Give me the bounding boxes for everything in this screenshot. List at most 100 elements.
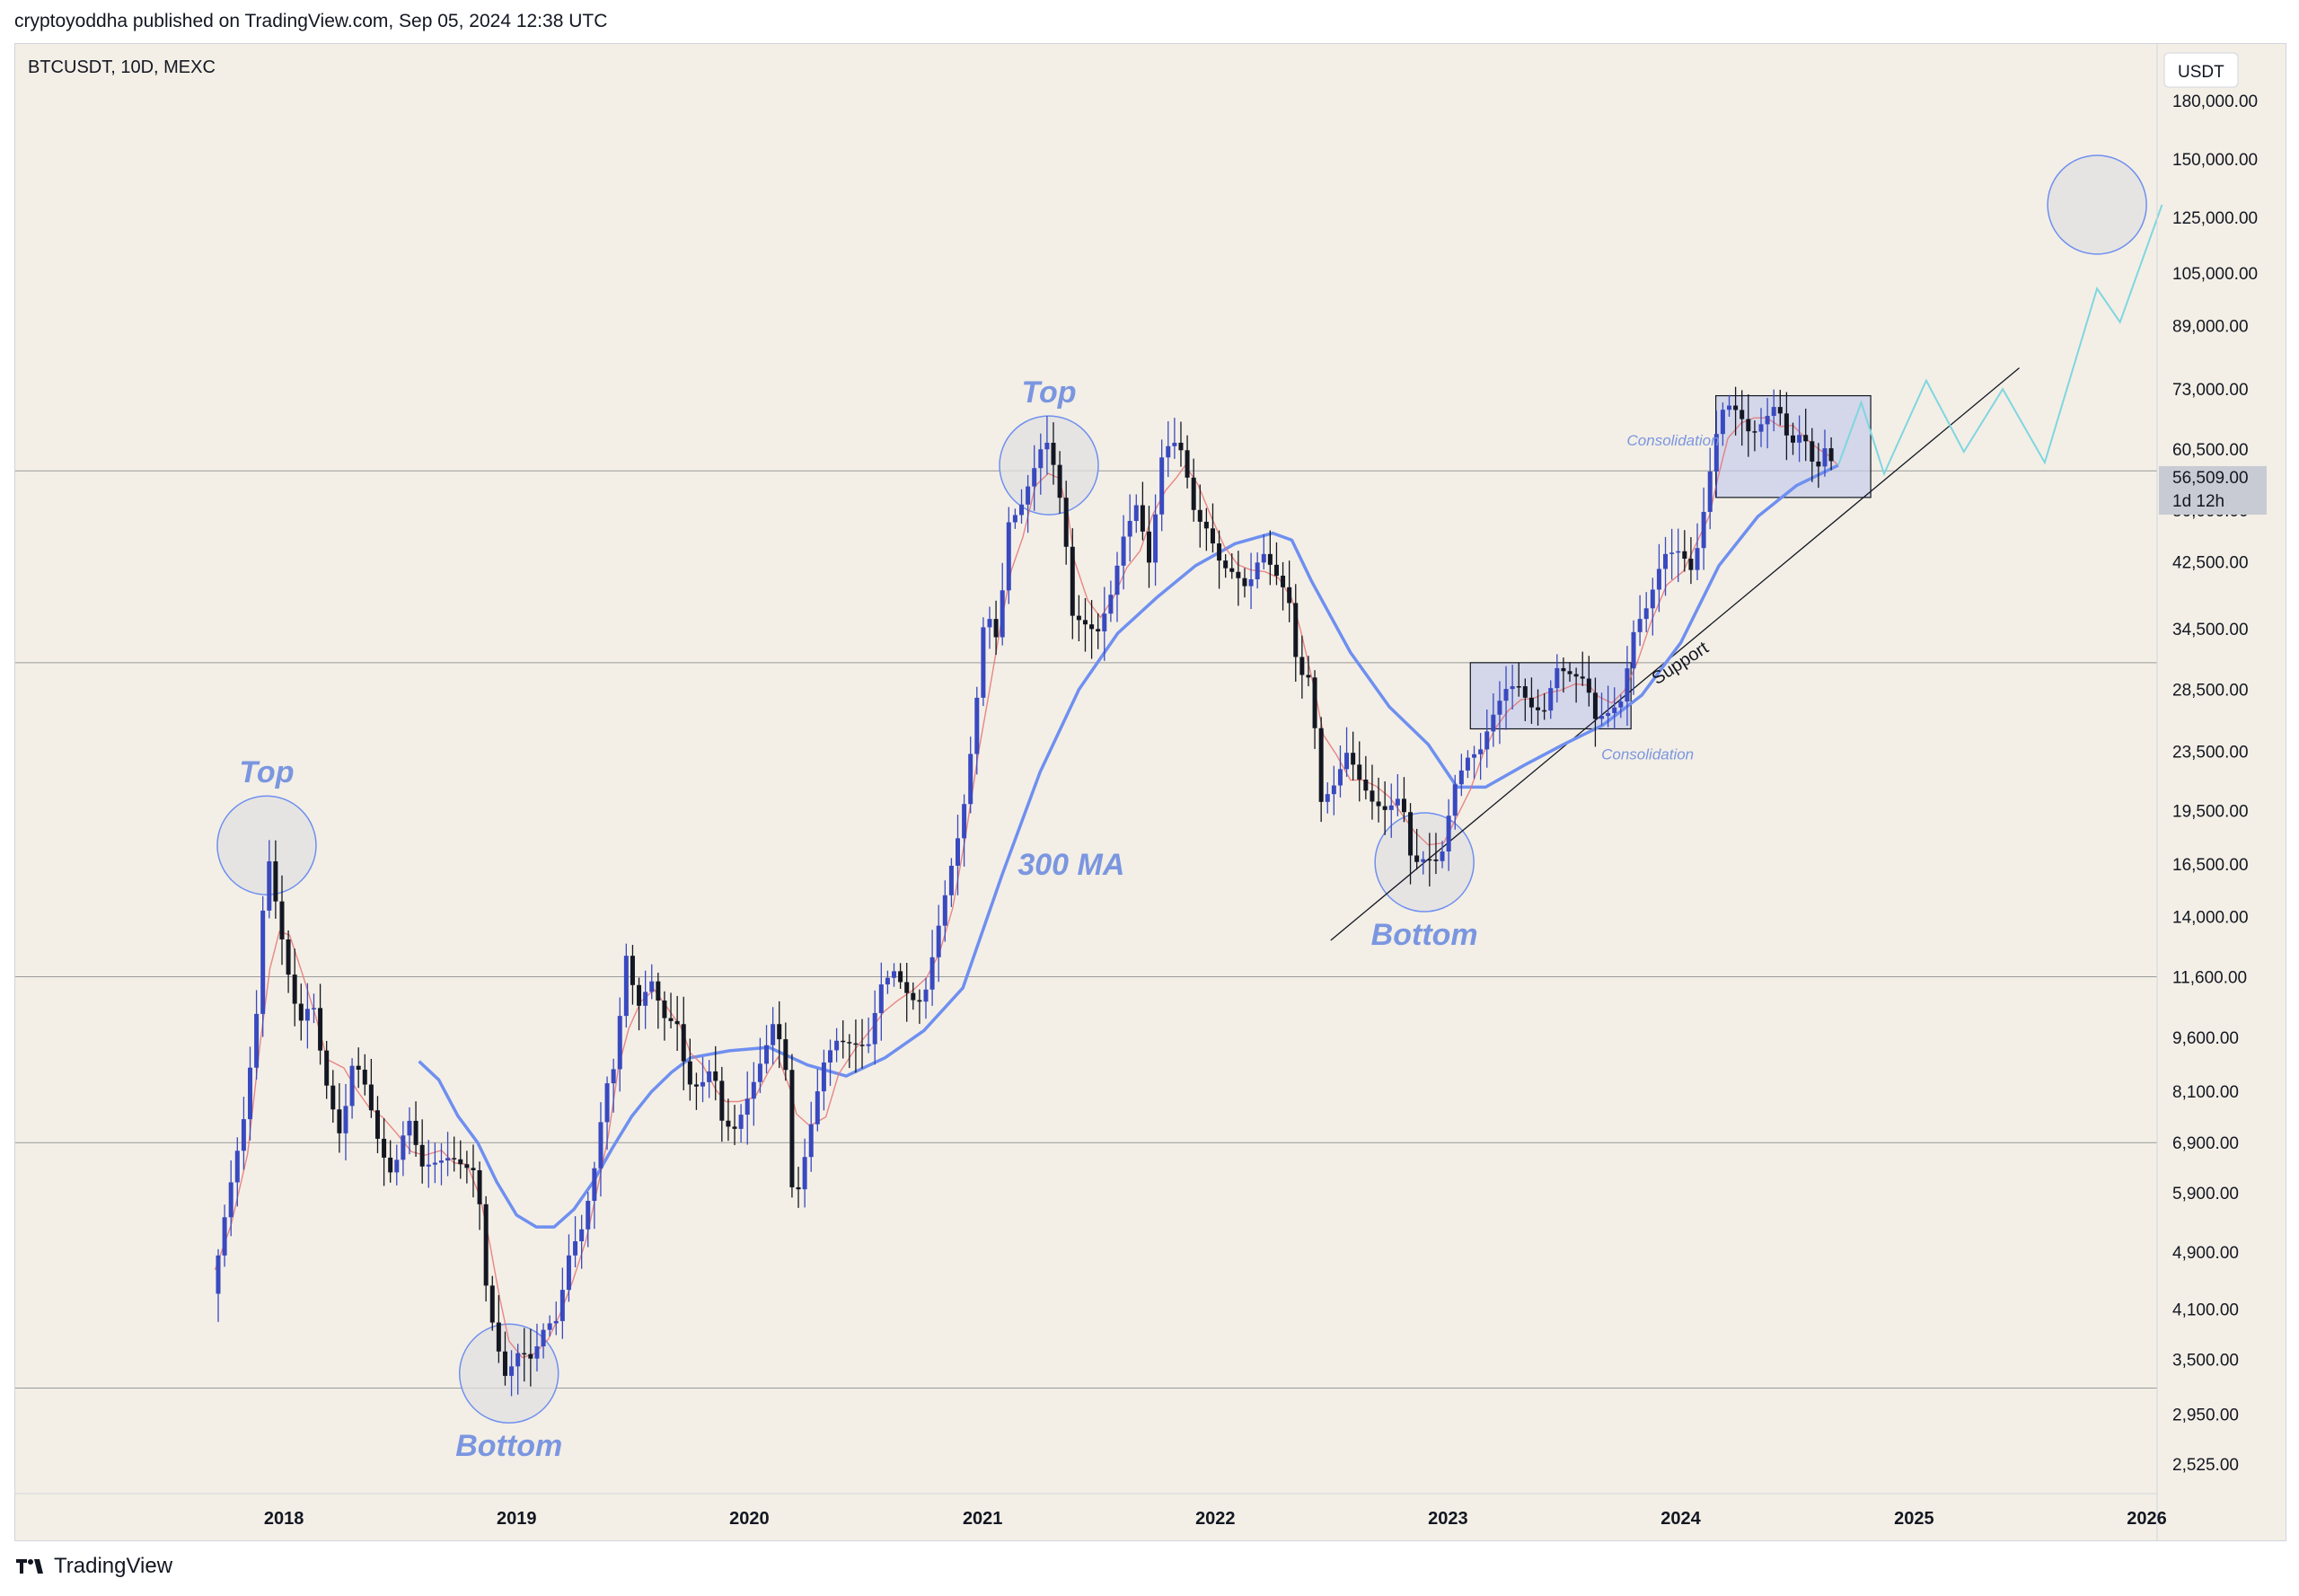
price-tick-label: 125,000.00: [2172, 209, 2258, 228]
candle-body: [1765, 416, 1770, 425]
projection-path: [1837, 204, 2163, 477]
candle-body: [1440, 851, 1445, 861]
candle-body: [929, 957, 935, 990]
candle-body: [974, 697, 980, 754]
candle-body: [693, 1084, 699, 1087]
candle-body: [247, 1067, 252, 1120]
candle-body: [337, 1109, 342, 1133]
candle-body: [700, 1081, 706, 1087]
candle-body: [789, 1070, 795, 1187]
price-axis[interactable]: USDT 180,000.00 150,000.00 125,000.00 105,0…: [2156, 44, 2267, 1540]
publisher-line: cryptoyoddha published on TradingView.co…: [14, 11, 608, 31]
candle-body: [828, 1050, 833, 1063]
bottom-label-2018: Bottom: [455, 1429, 562, 1463]
candle-body: [942, 895, 947, 926]
candle-body: [553, 1320, 559, 1324]
candle-body: [815, 1091, 820, 1124]
candle-body: [656, 981, 661, 1001]
candle-body: [298, 1003, 304, 1021]
footer: TradingView: [16, 1554, 172, 1579]
candle-body: [1478, 749, 1484, 754]
current-price-marker: [2159, 466, 2267, 515]
candle-body: [649, 981, 655, 992]
candle-body: [426, 1164, 431, 1167]
candle-body: [592, 1168, 597, 1202]
candle-body: [1497, 701, 1502, 715]
candle-body: [1376, 801, 1381, 807]
candle-body: [687, 1061, 692, 1085]
candle-body: [413, 1120, 418, 1145]
candle-body: [1395, 798, 1400, 806]
time-axis[interactable]: 2018 2019 2020 2021 2022 2023 2024 2025 2026: [15, 1493, 2167, 1529]
candle-body: [1273, 564, 1279, 576]
candle-body: [1573, 674, 1579, 677]
price-tick-label: 180,000.00: [2172, 93, 2258, 111]
candle-body: [1516, 686, 1521, 688]
candle-body: [1612, 707, 1617, 713]
candle-body: [1261, 553, 1266, 563]
tradingview-logo-icon[interactable]: [16, 1556, 47, 1576]
consolidation-label-2023: Consolidation: [1601, 746, 1694, 763]
candle-body: [1720, 410, 1725, 435]
candle-body: [764, 1045, 770, 1064]
current-price-label: 56,509.00: [2172, 469, 2249, 488]
candle-body: [1299, 657, 1305, 675]
candle-body: [668, 1018, 674, 1021]
candle-body: [1159, 457, 1165, 515]
candle-body: [273, 861, 278, 902]
symbol-line: BTCUSDT, 10D, MEXC: [28, 57, 216, 77]
candle-body: [304, 1009, 310, 1021]
candle-body: [1172, 442, 1177, 446]
candle-body: [617, 1016, 622, 1070]
candle-body: [241, 1119, 246, 1151]
candle-body: [1076, 615, 1081, 621]
candle-body: [738, 1115, 744, 1129]
time-tick-label: 2021: [963, 1509, 1003, 1529]
candle-body: [515, 1353, 521, 1367]
top-label-2021: Top: [1022, 375, 1077, 410]
price-tick-label: 4,100.00: [2172, 1301, 2239, 1319]
candle-body: [726, 1120, 731, 1127]
price-tick-label: 8,100.00: [2172, 1083, 2239, 1102]
candle-body: [222, 1217, 227, 1256]
candle-body: [559, 1290, 565, 1321]
candle-body: [1777, 407, 1783, 414]
ma300-line: [418, 463, 1839, 1229]
price-tick-label: 16,500.00: [2172, 856, 2249, 875]
candle-body: [1178, 442, 1184, 451]
candle-body: [1255, 562, 1260, 579]
time-tick-label: 2018: [264, 1509, 304, 1529]
currency-button[interactable]: [2163, 52, 2239, 88]
top-label-2017: Top: [239, 755, 294, 789]
candle-body: [1012, 515, 1017, 523]
candle-body: [234, 1151, 240, 1183]
candle-body: [968, 754, 973, 805]
candle-body: [1816, 461, 1821, 467]
candle-body: [1771, 407, 1776, 417]
candle-body: [1185, 450, 1190, 478]
highlight-circle: [216, 795, 317, 895]
indicator-lines: [214, 204, 2163, 1359]
candle-body: [1484, 731, 1490, 750]
candle-body: [713, 1071, 718, 1081]
candle-body: [751, 1081, 756, 1099]
candle-body: [1408, 812, 1414, 856]
price-chart[interactable]: Top Bottom Top Bottom 300 MA Consolidation Con…: [15, 44, 2286, 1540]
candle-body: [1637, 619, 1643, 632]
candle-body: [1044, 442, 1050, 450]
candle-body: [1351, 753, 1356, 765]
candle-body: [1758, 424, 1764, 432]
candle-body: [1752, 431, 1757, 433]
candle-body: [681, 1024, 686, 1062]
candle-body: [534, 1346, 540, 1359]
candle-body: [847, 1042, 852, 1044]
candle-body: [1401, 798, 1406, 813]
candle-body: [489, 1285, 495, 1323]
candle-body: [547, 1323, 552, 1330]
candle-body: [821, 1063, 826, 1092]
candle-body: [1203, 521, 1209, 529]
candle-body: [1210, 528, 1215, 544]
candle-body: [598, 1122, 603, 1168]
candle-body: [859, 1045, 865, 1046]
candle-body: [1542, 710, 1547, 712]
